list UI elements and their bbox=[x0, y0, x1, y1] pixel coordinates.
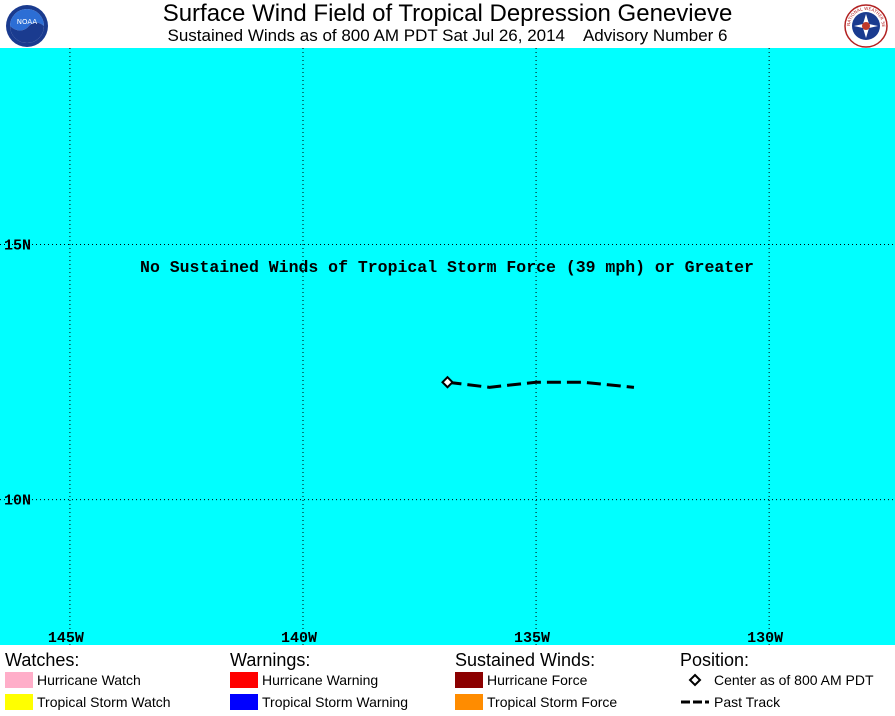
noaa-logo-icon: NOAA bbox=[6, 5, 48, 47]
legend-label: Hurricane Warning bbox=[262, 672, 379, 688]
nws-logo-icon: NATIONAL WEATHER SERVICE bbox=[844, 4, 888, 48]
dashed-line-icon bbox=[681, 700, 709, 704]
tropical-storm-force-swatch bbox=[455, 694, 483, 710]
legend-label: Hurricane Watch bbox=[37, 672, 141, 688]
lon-label: 145W bbox=[48, 630, 84, 645]
legend-hurricane-warning: Hurricane Warning bbox=[230, 672, 378, 688]
legend-position-heading: Position: bbox=[680, 650, 750, 670]
lon-label: 135W bbox=[514, 630, 550, 645]
noaa-logo-text: NOAA bbox=[17, 18, 38, 26]
legend-tropical-storm-force: Tropical Storm Force bbox=[455, 694, 617, 710]
center-diamond-icon bbox=[441, 375, 454, 389]
lat-label: 15N bbox=[4, 237, 31, 254]
lat-label: 10N bbox=[4, 493, 31, 510]
diamond-icon bbox=[688, 673, 702, 687]
no-winds-annotation: No Sustained Winds of Tropical Storm For… bbox=[140, 258, 754, 277]
lon-label: 140W bbox=[281, 630, 317, 645]
legend-warnings-heading: Warnings: bbox=[230, 650, 311, 670]
legend-center: Center as of 800 AM PDT bbox=[680, 672, 874, 688]
hurricane-watch-swatch bbox=[5, 672, 33, 688]
past-track bbox=[447, 380, 635, 389]
hurricane-warning-swatch bbox=[230, 672, 258, 688]
lon-labels: 145W 140W 135W 130W bbox=[48, 630, 783, 645]
legend-label: Past Track bbox=[714, 694, 781, 710]
legend-hurricane-force: Hurricane Force bbox=[455, 672, 587, 688]
map-subtitle: Sustained Winds as of 800 AM PDT Sat Jul… bbox=[167, 26, 728, 45]
legend-watches-heading: Watches: bbox=[5, 650, 80, 670]
legend-label: Tropical Storm Force bbox=[487, 694, 618, 710]
legend-winds-heading: Sustained Winds: bbox=[455, 650, 596, 670]
tropical-storm-watch-swatch bbox=[5, 694, 33, 710]
legend-hurricane-watch: Hurricane Watch bbox=[5, 672, 141, 688]
legend-label: Tropical Storm Warning bbox=[262, 694, 409, 710]
map-title: Surface Wind Field of Tropical Depressio… bbox=[162, 0, 733, 27]
legend-label: Center as of 800 AM PDT bbox=[714, 672, 874, 688]
past-track-line bbox=[447, 380, 635, 389]
legend-label: Tropical Storm Watch bbox=[37, 694, 171, 710]
legend-tropical-storm-warning: Tropical Storm Warning bbox=[230, 694, 408, 710]
tropical-storm-warning-swatch bbox=[230, 694, 258, 710]
legend-tropical-storm-watch: Tropical Storm Watch bbox=[5, 694, 171, 710]
legend-past-track: Past Track bbox=[680, 694, 780, 710]
hurricane-force-swatch bbox=[455, 672, 483, 688]
ocean-area bbox=[0, 48, 895, 645]
wind-field-map: 15N 10N 145W 140W 135W 130W No Sustained Win… bbox=[0, 48, 895, 645]
legend: Watches: Hurricane Watch Tropical Storm … bbox=[0, 645, 895, 716]
legend-label: Hurricane Force bbox=[487, 672, 588, 688]
storm-center bbox=[441, 375, 454, 389]
lat-labels: 15N 10N bbox=[4, 237, 31, 509]
lon-label: 130W bbox=[747, 630, 783, 645]
